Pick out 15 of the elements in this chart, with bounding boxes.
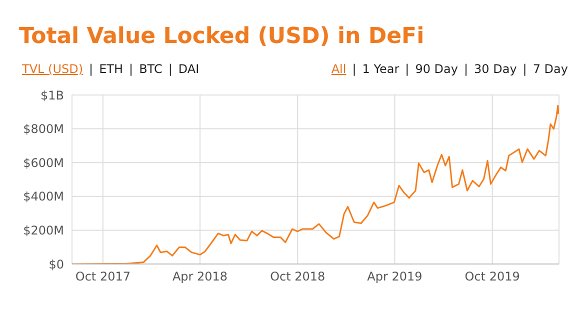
y-tick-label: $0 [48, 257, 64, 272]
y-tick-label: $800M [23, 122, 64, 136]
x-tick-label: Oct 2019 [464, 270, 520, 284]
chart-title: Total Value Locked (USD) in DeFi [19, 24, 426, 51]
x-tick-label: Apr 2018 [172, 270, 228, 284]
x-tick-label: Oct 2018 [270, 270, 326, 284]
y-tick-label: $200M [23, 223, 64, 238]
text: All | 1 Year | 90 Day | 30 Day | 7 Day [331, 62, 568, 76]
y-tick-label: $600M [23, 156, 64, 170]
x-tick-label: Apr 2019 [367, 270, 422, 284]
y-tick-label: $400M [23, 190, 64, 204]
y-tick-label: $1B [40, 88, 64, 102]
text: TVL (USD) | ETH | BTC | DAI [22, 62, 200, 78]
x-tick-label: Oct 2017 [75, 270, 130, 284]
line-series [72, 104, 559, 264]
